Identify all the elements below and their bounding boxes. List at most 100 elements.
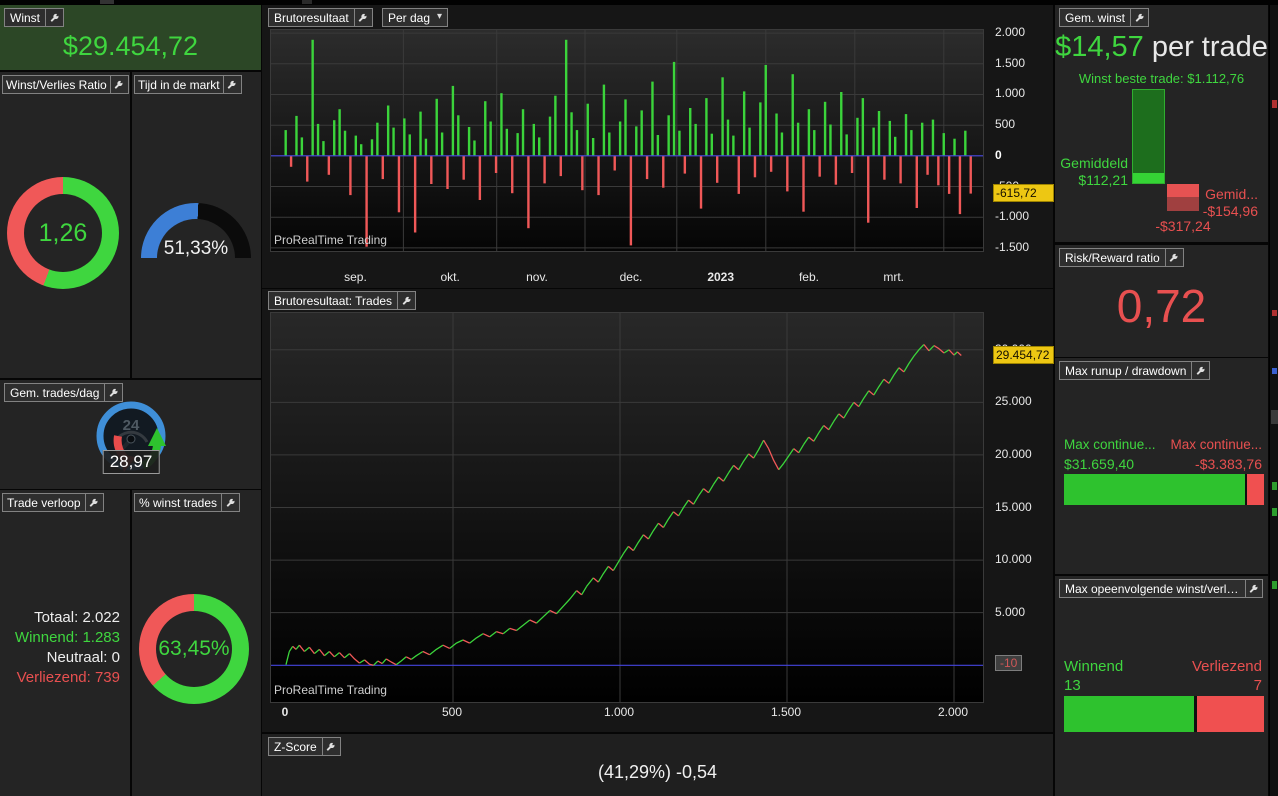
avg-loss-bright-segment — [1167, 184, 1199, 197]
right-edge-strip[interactable] — [1269, 5, 1278, 796]
max-opeenvolgend-title: Max opeenvolgende winst/verlies ... — [1065, 582, 1246, 596]
trade-verloop-panel: Trade verloop Totaal: 2.022 Winnend: 1.2… — [0, 490, 130, 796]
max-opeenvolgend-title-chip: Max opeenvolgende winst/verlies ... — [1059, 579, 1263, 598]
wrench-icon[interactable] — [397, 292, 415, 309]
wrench-icon[interactable] — [45, 9, 63, 26]
watermark: ProRealTime Trading — [274, 683, 387, 697]
trades-xtick: 1.500 — [770, 705, 802, 719]
gem-winst-suffix: per trade — [1143, 31, 1268, 63]
avg-loss-label: Gemid... — [1205, 186, 1258, 202]
gem-winst-panel: Gem. winst $14,57 per trade Winst beste … — [1055, 5, 1268, 242]
chevron-down-icon: ▾ — [437, 11, 443, 22]
avg-win-bright-segment — [1133, 173, 1164, 183]
daily-last-value-badge: -615,72 — [993, 183, 1054, 202]
winst-value: $29.454,72 — [62, 31, 199, 61]
z-score-title-chip: Z-Score — [268, 737, 341, 756]
stat-verliezend: Verliezend: 739 — [16, 669, 120, 686]
avg-win-labels: Gemiddeld $112,21 — [1055, 155, 1128, 189]
stat-neutraal: Neutraal: 0 — [46, 649, 120, 666]
daily-ytick: 1.500 — [995, 55, 1026, 70]
wrench-icon[interactable] — [353, 9, 372, 26]
wrench-icon[interactable] — [321, 738, 340, 755]
max-runup-title: Max runup / drawdown — [1065, 364, 1187, 378]
strip-tick — [1271, 410, 1278, 424]
daily-xtick: okt. — [440, 270, 460, 284]
wrench-icon[interactable] — [1164, 249, 1183, 266]
winnend-label: Winnend — [1064, 658, 1124, 675]
trade-verloop-stats: Totaal: 2.022 Winnend: 1.283 Neutraal: 0… — [15, 608, 120, 688]
trades-dag-value: 28,97 — [102, 450, 160, 474]
trades-chart-title: Brutoresultaat: Trades — [274, 294, 393, 308]
ratio-value: 1,26 — [38, 218, 88, 247]
strip-tick — [1272, 100, 1277, 108]
win-bar-segment — [1064, 696, 1194, 732]
trades-title-chip: Brutoresultaat: Trades — [268, 291, 417, 310]
trade-verloop-title: Trade verloop — [7, 496, 81, 510]
trades-xtick: 0 — [281, 705, 289, 719]
max-opeenvolgend-panel: Max opeenvolgende winst/verlies ... Winn… — [1055, 576, 1268, 796]
z-score-value: (41,29%) -0,54 — [597, 762, 718, 782]
trades-ytick: 15.000 — [995, 499, 1032, 514]
wrench-icon[interactable] — [1245, 580, 1262, 597]
verliezend-label: Verliezend — [1191, 658, 1262, 675]
avg-loss-bar — [1167, 184, 1199, 211]
trades-chart-panel: Brutoresultaat: Trades 29.454,72 -10 Pro… — [262, 289, 1054, 732]
avg-win-bar — [1132, 89, 1165, 184]
daily-xtick: mrt. — [883, 270, 905, 284]
runup-value: $31.659,40 — [1064, 456, 1135, 472]
daily-x-axis: sep. okt. nov. dec. 2023 feb. mrt. — [262, 270, 1053, 286]
tijd-title-chip: Tijd in de markt — [134, 75, 242, 94]
runup-drawdown-bar — [1064, 474, 1264, 505]
equity-curve-chart[interactable] — [270, 312, 984, 703]
daily-bar-chart[interactable] — [270, 29, 984, 252]
strip-tick — [1272, 581, 1277, 589]
trades-xtick: 1.000 — [603, 705, 635, 719]
strip-tick — [1272, 368, 1277, 374]
wrench-icon[interactable] — [104, 384, 122, 401]
avg-loss-value: -$154,96 — [1202, 203, 1258, 219]
worst-trade-value: -$317,24 — [1155, 218, 1211, 234]
trades-ytick: 5.000 — [995, 604, 1026, 619]
gem-trades-dag-panel: Gem. trades/dag 24 28,97 — [0, 380, 261, 489]
tijd-value: 51,33% — [163, 238, 229, 259]
runup-label: Max continue... — [1064, 437, 1156, 452]
svg-text:24: 24 — [123, 417, 140, 434]
tijd-title: Tijd in de markt — [138, 78, 220, 92]
daily-chart-panel: Brutoresultaat Per dag ▾ -615,72 ProReal… — [262, 5, 1054, 288]
ratio-title-chip: Winst/Verlies Ratio — [2, 75, 129, 94]
daily-ytick: 500 — [995, 117, 1016, 132]
gem-winst-value: $14,57 — [1055, 31, 1144, 63]
risk-reward-value: 0,72 — [1116, 280, 1207, 332]
ratio-donut: 1,26 — [7, 177, 119, 289]
avg-loss-labels: Gemid... -$154,96 — [1198, 186, 1258, 220]
daily-chart-title: Brutoresultaat — [274, 11, 349, 25]
daily-ytick: 1.000 — [995, 86, 1026, 101]
wrench-icon[interactable] — [84, 494, 103, 511]
best-trade-label: Winst beste trade: $1.112,76 — [1078, 71, 1245, 86]
wrench-icon[interactable] — [1130, 9, 1148, 26]
trades-x-axis: 0 500 1.000 1.500 2.000 — [262, 705, 1053, 721]
stat-winnend: Winnend: 1.283 — [14, 629, 120, 646]
winst-panel: Winst $29.454,72 — [0, 5, 261, 70]
strip-tick — [1272, 310, 1277, 316]
wrench-icon[interactable] — [1191, 362, 1209, 379]
risk-reward-title: Risk/Reward ratio — [1065, 251, 1160, 265]
trade-verloop-title-chip: Trade verloop — [2, 493, 104, 512]
daily-ytick: 2.000 — [995, 25, 1026, 40]
wrench-icon[interactable] — [109, 76, 128, 93]
trades-xtick: 500 — [441, 705, 463, 719]
daily-ytick: -1.000 — [995, 209, 1030, 224]
winst-title-chip: Winst — [4, 8, 64, 27]
drawdown-bar-segment — [1246, 474, 1264, 505]
winst-verlies-ratio-panel: Winst/Verlies Ratio 1,26 — [0, 72, 130, 378]
wrench-icon[interactable] — [222, 76, 241, 93]
trades-xtick: 2.000 — [937, 705, 969, 719]
pct-winst-donut: 63,45% — [139, 594, 249, 704]
per-dag-dropdown[interactable]: Per dag ▾ — [382, 8, 449, 27]
top-strip-mark — [302, 0, 312, 4]
gem-winst-title-chip: Gem. winst — [1059, 8, 1150, 27]
daily-ytick: 0 — [995, 147, 1002, 162]
avg-win-value: $112,21 — [1078, 172, 1128, 188]
wrench-icon[interactable] — [221, 494, 239, 511]
